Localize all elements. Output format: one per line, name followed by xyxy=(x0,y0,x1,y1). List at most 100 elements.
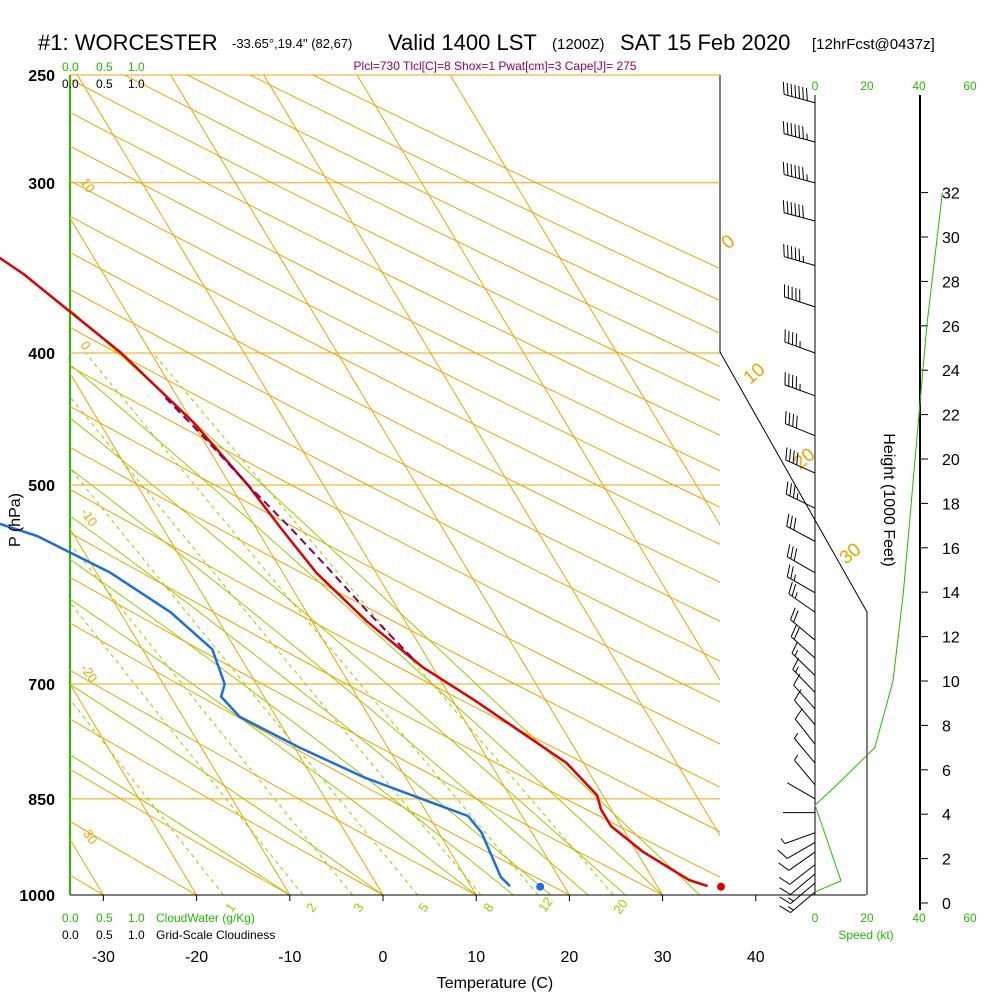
dry-adiabat-0 xyxy=(70,718,384,895)
temp-tick-10: 10 xyxy=(467,949,485,966)
height-tick-12: 12 xyxy=(942,630,960,647)
wind-panel xyxy=(719,81,868,914)
wind-barb-flag xyxy=(778,876,791,885)
dry-adiabat-140 xyxy=(70,145,720,472)
wind-barb-flag xyxy=(779,896,791,905)
sounding-profiles xyxy=(0,256,725,891)
theta-label-0: 0 xyxy=(718,231,740,254)
wind-barb xyxy=(783,244,816,266)
wind-barb-flag xyxy=(790,163,793,177)
temp-tick--30: -30 xyxy=(92,949,115,966)
wind-barb-staff xyxy=(790,882,816,905)
wind-barb xyxy=(784,329,816,354)
wind-barb xyxy=(779,873,816,895)
wind-barb-flag xyxy=(792,485,796,498)
wind-barb-staff xyxy=(792,669,816,693)
wind-barb-staff xyxy=(786,493,816,509)
mixing-ratio-label-2: 2 xyxy=(303,900,319,915)
height-axis-label: Height (1000 Feet) xyxy=(880,433,897,566)
wind-barb-flag xyxy=(777,849,788,859)
cloud-scale-top-green-1: 0.5 xyxy=(96,60,113,74)
height-tick-10: 10 xyxy=(942,674,960,691)
wind-barb-flag xyxy=(794,84,797,98)
wind-barb-flag xyxy=(789,483,792,496)
wind-barb xyxy=(791,641,816,676)
pressure-tick-400: 400 xyxy=(28,346,55,363)
wind-barb xyxy=(782,200,816,222)
speed-bottom-40: 40 xyxy=(912,911,926,925)
wind-barb-staff xyxy=(791,652,816,676)
cloud-scale-bottom-green-1: 0.5 xyxy=(96,911,113,925)
wind-barb xyxy=(780,832,816,845)
wind-barb-flag xyxy=(785,481,789,495)
dry-adiabat-100 xyxy=(70,288,720,622)
dry-adiabats xyxy=(70,75,720,895)
dry-adiabat-70 xyxy=(70,405,720,745)
temperature-line xyxy=(0,256,708,888)
wind-barb xyxy=(782,161,816,184)
height-tick-18: 18 xyxy=(942,496,960,513)
wind-barb-flag xyxy=(806,88,808,101)
height-tick-14: 14 xyxy=(942,585,960,602)
isotherm-label-3: -20 xyxy=(78,661,101,685)
pressure-tick-250: 250 xyxy=(28,68,55,85)
wind-barb-flag xyxy=(802,126,804,139)
wind-barb xyxy=(786,564,816,594)
height-tick-6: 6 xyxy=(942,763,951,780)
cloudiness-label: Grid-Scale Cloudiness xyxy=(156,928,275,942)
wind-barb-staff xyxy=(794,699,816,726)
wind-barb xyxy=(778,851,816,871)
dry-adiabat-90 xyxy=(70,326,720,662)
wind-barb-flag xyxy=(786,513,790,527)
wind-barb-half xyxy=(794,732,799,739)
wind-barb xyxy=(783,284,816,308)
isotherm-label-2: -10 xyxy=(78,505,101,529)
wind-barb-flag xyxy=(794,689,802,701)
wind-barb-staff xyxy=(787,556,816,574)
temp-tick--20: -20 xyxy=(185,949,208,966)
wind-barb xyxy=(784,411,816,437)
wind-barb-flag xyxy=(792,414,795,427)
forecast-info: [12hrFcst@0437z] xyxy=(812,36,935,53)
height-tick-32: 32 xyxy=(942,186,960,203)
wind-panel-outline xyxy=(719,351,868,895)
wind-barb-flag xyxy=(794,247,797,261)
parcel-line xyxy=(162,395,414,659)
moist-adiabat--10 xyxy=(70,754,291,895)
stability-indices: Plcl=730 Tlcl[C]=8 Shox=1 Pwat[cm]=3 Cap… xyxy=(354,59,637,73)
temperature-axis-label: Temperature (C) xyxy=(437,975,553,992)
cloud-scale-bottom-black-0: 0.0 xyxy=(62,928,79,942)
wind-speed-line xyxy=(814,192,943,893)
wind-barb-staff xyxy=(787,576,816,594)
height-tick-30: 30 xyxy=(942,230,960,247)
wind-barb-half xyxy=(787,906,794,911)
wind-barb-flag xyxy=(794,124,797,137)
wind-barb-staff xyxy=(787,842,816,859)
cloud-scale-top-black-0: 0.0 xyxy=(62,77,79,91)
wind-barb-flag xyxy=(790,123,793,136)
wind-barb xyxy=(786,513,816,542)
wind-barb-staff xyxy=(788,851,816,871)
isotherm--20 xyxy=(70,683,198,895)
wind-barb-half xyxy=(794,754,799,761)
wind-barb xyxy=(788,581,816,613)
height-tick-24: 24 xyxy=(942,363,960,380)
pressure-tick-850: 850 xyxy=(28,792,55,809)
speed-top-40: 40 xyxy=(912,79,926,93)
forecast-date: SAT 15 Feb 2020 xyxy=(620,30,790,55)
isotherm-50 xyxy=(356,75,720,681)
mixing-ratio-12 xyxy=(85,352,539,895)
wind-barb-flag xyxy=(794,165,797,178)
wind-barb-flag xyxy=(802,167,804,180)
moist-adiabat-10 xyxy=(70,598,477,895)
wind-barb xyxy=(794,732,816,764)
isotherm-0 xyxy=(70,372,384,895)
wind-barb-flag xyxy=(778,862,790,871)
wind-barb-flag xyxy=(791,641,798,654)
speed-axis-label: Speed (kt) xyxy=(838,928,893,942)
wind-barb xyxy=(784,372,816,397)
wind-barb-flag xyxy=(798,85,801,99)
station-title: #1: WORCESTER xyxy=(38,30,218,55)
cloud-scale-bottom-black-1: 0.5 xyxy=(96,928,113,942)
wind-barb-half xyxy=(794,650,799,657)
